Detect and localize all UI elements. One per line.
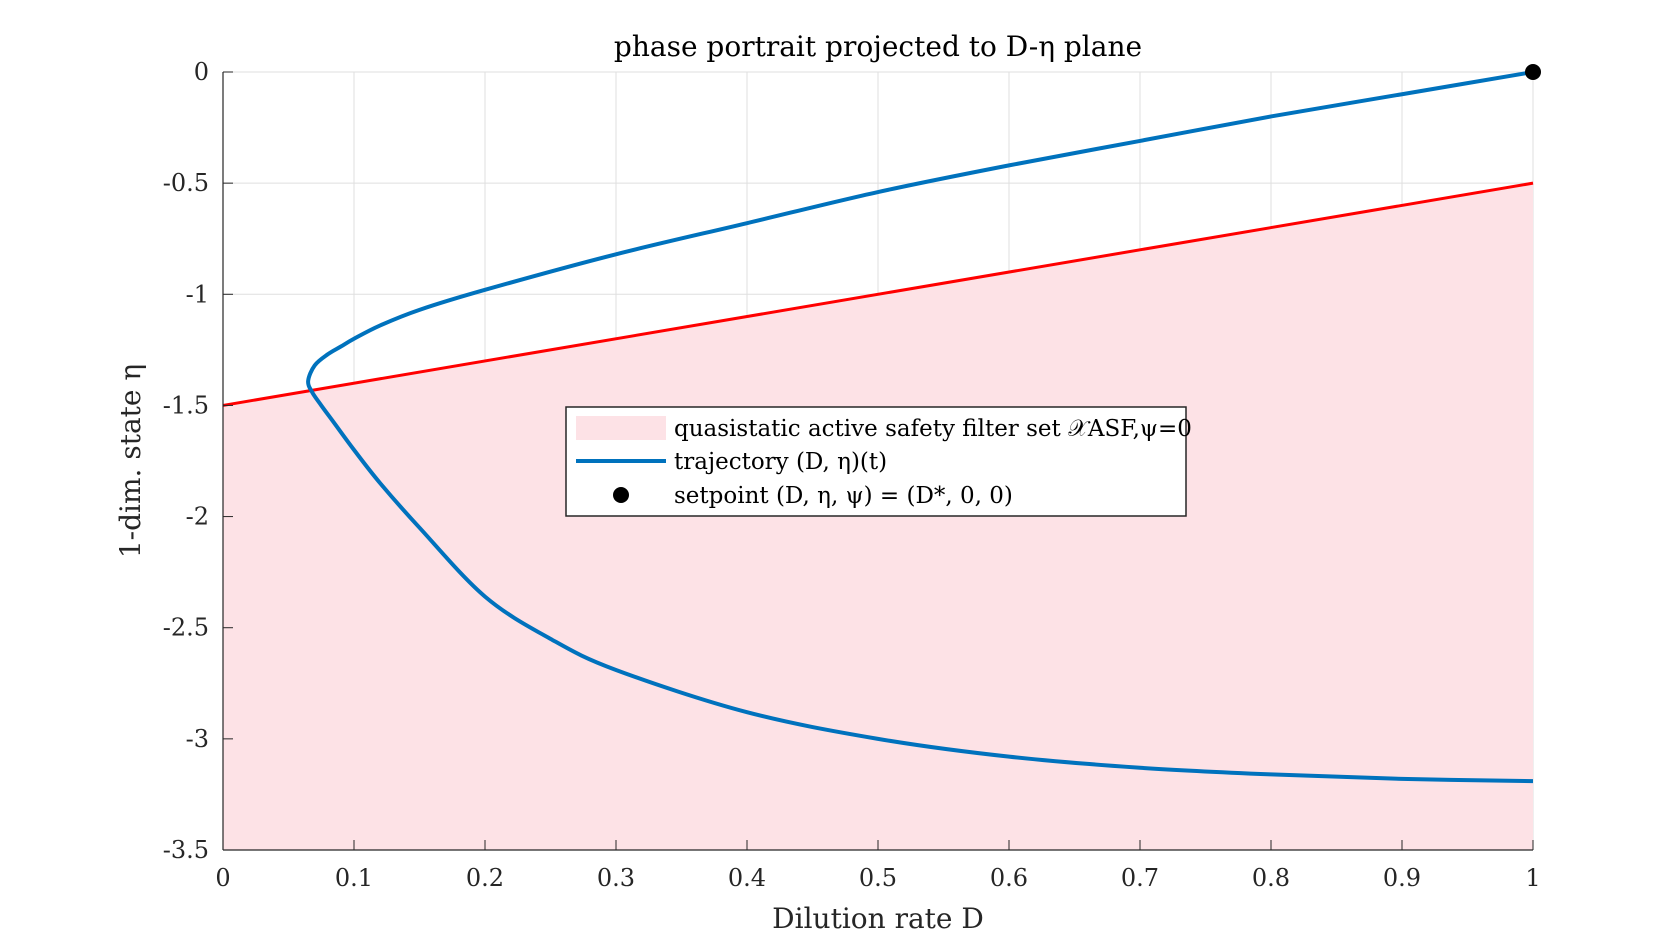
x-tick-label: 0.6 [990,864,1028,892]
x-tick-label: 0.7 [1121,864,1159,892]
x-tick-label: 1 [1525,864,1540,892]
y-tick-label: -2 [186,503,209,531]
x-tick-label: 0.8 [1252,864,1290,892]
legend: quasistatic active safety filter set 𝒳AS… [565,406,1192,517]
x-axis-title: Dilution rate D [772,902,984,935]
x-tick-label: 0.2 [466,864,504,892]
x-tick-label: 0.9 [1383,864,1421,892]
legend-label-trajectory: trajectory (D, η)(t) [674,449,887,475]
legend-label-safety-set: quasistatic active safety filter set 𝒳AS… [674,416,1192,442]
y-tick-label: -3.5 [163,836,209,864]
legend-label-setpoint: setpoint (D, η, ψ) = (D*, 0, 0) [674,483,1013,509]
trajectory-line [306,70,1534,784]
legend-swatch-setpoint [613,487,629,503]
legend-box [565,406,1187,517]
legend-swatch-region [576,416,666,440]
safety-filter-boundary-line [222,181,1534,407]
axes: 0 0.1 0.2 0.3 0.4 0.5 0.6 0.7 0.8 0.9 1 0 -0.5 -1 -1.5… [163,58,1541,892]
y-tick-label: -2.5 [163,614,209,642]
x-tick-label: 0 [215,864,230,892]
x-tick-label: 0.4 [728,864,766,892]
y-axis-title: 1-dim. state η [114,364,147,558]
y-tick-label: 0 [194,58,209,86]
x-tick-label: 0.3 [597,864,635,892]
y-tick-label: -3 [186,725,209,753]
setpoint-marker [1525,64,1541,80]
y-tick-label: -1.5 [163,391,209,419]
chart-title: phase portrait projected to D-η plane [614,30,1142,63]
y-tick-label: -1 [186,280,209,308]
x-tick-label: 0.1 [335,864,373,892]
x-tick-label: 0.5 [859,864,897,892]
y-tick-label: -0.5 [163,169,209,197]
